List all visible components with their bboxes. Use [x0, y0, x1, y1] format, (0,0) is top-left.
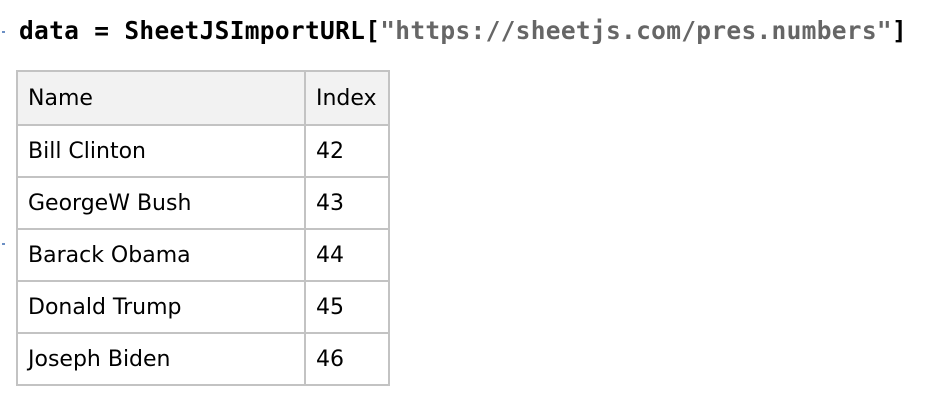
table-row: Donald Trump 45: [16, 280, 390, 334]
variable-name: data: [19, 16, 80, 45]
table-row: Bill Clinton 42: [16, 124, 390, 178]
table-row: Joseph Biden 46: [16, 332, 390, 386]
index-cell: 43: [304, 176, 390, 230]
name-cell: Barack Obama: [16, 228, 306, 282]
function-name: SheetJSImportURL: [124, 16, 366, 45]
table-header-row: Name Index: [16, 70, 390, 126]
index-cell: 45: [304, 280, 390, 334]
table-row: Barack Obama 44: [16, 228, 390, 282]
index-cell: 44: [304, 228, 390, 282]
name-cell: Donald Trump: [16, 280, 306, 334]
name-cell: Joseph Biden: [16, 332, 306, 386]
header-name: Name: [16, 70, 306, 126]
input-cell[interactable]: data = SheetJSImportURL["https://sheetjs…: [19, 14, 907, 48]
assign-operator: =: [79, 16, 125, 45]
header-index: Index: [304, 70, 390, 126]
input-cell-marker[interactable]: [2, 31, 5, 33]
output-table: Name Index Bill Clinton 42 GeorgeW Bush …: [16, 70, 390, 386]
name-cell: Bill Clinton: [16, 124, 306, 178]
close-bracket: ]: [891, 16, 908, 45]
url-string: "https://sheetjs.com/pres.numbers": [380, 16, 892, 45]
index-cell: 46: [304, 332, 390, 386]
name-cell: GeorgeW Bush: [16, 176, 306, 230]
open-bracket: [: [365, 16, 381, 45]
output-cell-marker[interactable]: [2, 243, 5, 245]
table-row: GeorgeW Bush 43: [16, 176, 390, 230]
index-cell: 42: [304, 124, 390, 178]
